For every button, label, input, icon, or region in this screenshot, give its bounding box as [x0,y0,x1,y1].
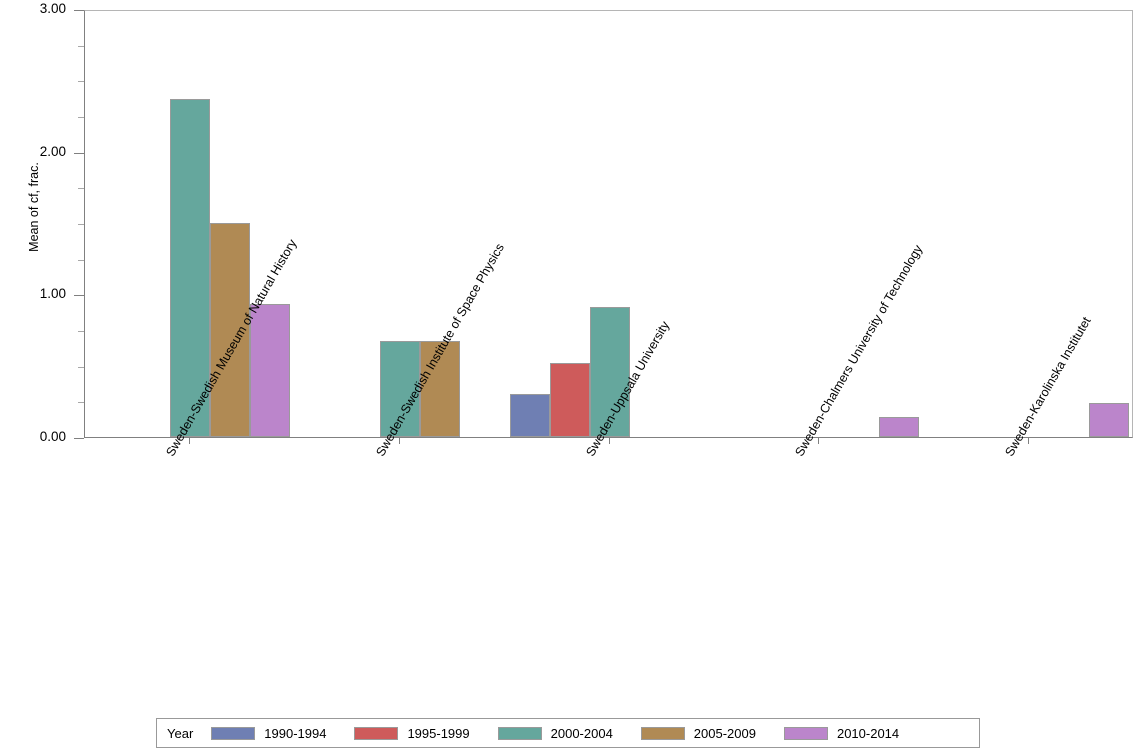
y-tick-minor [78,402,84,404]
legend-entry[interactable]: 1990-1994 [211,726,326,741]
legend-label: 1995-1999 [407,725,470,741]
y-tick-minor [78,331,84,332]
x-tick [398,438,400,444]
legend-label: 1990-1994 [264,725,327,741]
y-tick-minor [78,81,84,83]
y-tick-label: 3.00 [39,1,66,16]
y-tick-major [74,152,84,154]
legend-entry[interactable]: 2010-2014 [783,725,900,741]
legend-color-swatch [640,726,685,740]
legend-label: 2005-2009 [693,725,756,741]
y-tick-label: 0.00 [39,429,66,444]
x-tick [188,438,190,444]
legend-entry[interactable]: 2005-2009 [640,725,756,741]
legend-color-swatch [783,726,828,740]
y-tick-label: 1.00 [39,286,66,302]
legend: Year 1990-1994 1995-1999 2000-2004 2005-200… [156,718,980,748]
y-tick-minor [78,117,84,118]
y-tick-minor [78,45,84,47]
bar[interactable] [549,362,590,437]
bar[interactable] [379,340,420,437]
x-tick [608,438,610,444]
y-tick-label: 2.00 [39,143,66,159]
legend-entry[interactable]: 1995-1999 [354,725,470,741]
bar[interactable] [879,417,920,437]
bar[interactable] [589,307,630,437]
legend-color-swatch [211,726,256,740]
plot-area [84,10,1133,438]
bar[interactable] [249,304,290,437]
bar[interactable] [169,98,210,437]
y-tick-minor [78,188,84,190]
y-tick-minor [78,366,84,368]
legend-title: Year [167,725,194,741]
legend-color-swatch [497,726,542,740]
legend-entry[interactable]: 2000-2004 [497,725,613,741]
y-tick-major [74,10,84,11]
legend-label: 2000-2004 [550,725,613,741]
legend-color-swatch [354,726,399,740]
bar[interactable] [209,223,250,437]
x-tick [818,438,820,444]
bar[interactable] [419,341,460,437]
bar[interactable] [509,394,550,437]
legend-label: 2010-2014 [836,725,900,741]
legend-entries: 1990-1994 1995-1999 2000-2004 2005-2009 2010… [211,726,927,741]
bar[interactable] [1089,402,1130,437]
y-tick-major [74,295,84,297]
x-tick [1028,438,1030,444]
y-tick-minor [78,259,84,261]
y-tick-minor [78,224,84,225]
y-tick-major [74,438,84,439]
